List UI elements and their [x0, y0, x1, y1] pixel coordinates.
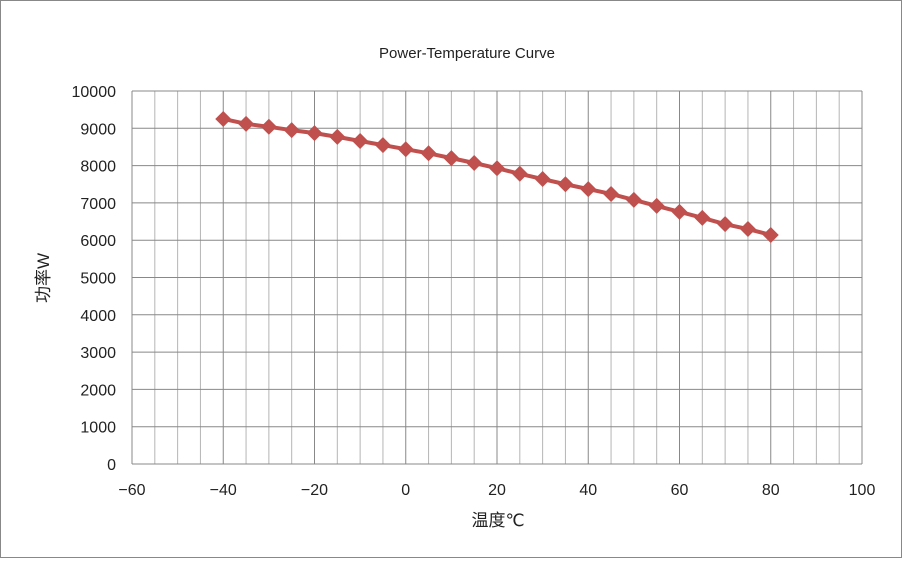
data-point-marker: [717, 216, 734, 233]
y-tick-labels: 0 1000 2000 3000 4000 5000 6000 7000 8000 9000 100…: [72, 84, 117, 474]
y-tick-label: 9000: [80, 121, 116, 138]
data-point-marker: [603, 185, 620, 202]
x-tick-label: 60: [671, 482, 689, 499]
data-point-marker: [694, 209, 711, 226]
data-point-marker: [420, 145, 437, 162]
x-tick-label: 80: [762, 482, 780, 499]
data-point-marker: [671, 203, 688, 220]
y-axis-label: 功率W: [34, 253, 53, 303]
data-point-marker: [739, 221, 756, 238]
x-axis-label: 温度℃: [471, 511, 524, 530]
data-point-marker: [648, 197, 665, 214]
y-tick-label: 5000: [80, 271, 116, 288]
data-point-marker: [397, 141, 414, 158]
data-point-marker: [215, 110, 232, 127]
data-point-marker: [443, 150, 460, 167]
data-point-marker: [534, 171, 551, 188]
x-tick-label: 0: [401, 482, 410, 499]
y-tick-label: 7000: [80, 196, 116, 213]
chart-title: Power-Temperature Curve: [379, 45, 555, 62]
x-tick-label: 100: [849, 482, 876, 499]
data-point-marker: [557, 176, 574, 193]
grid: [131, 90, 863, 465]
x-tick-label: 20: [488, 482, 506, 499]
y-tick-label: 1000: [80, 420, 116, 437]
y-tick-label: 6000: [80, 233, 116, 250]
data-point-marker: [238, 115, 255, 132]
x-tick-label: 40: [579, 482, 597, 499]
x-tick-label: −40: [210, 482, 237, 499]
x-tick-label: −20: [301, 482, 328, 499]
data-point-marker: [466, 154, 483, 171]
y-tick-label: 4000: [80, 308, 116, 325]
data-point-marker: [625, 191, 642, 208]
data-point-marker: [511, 165, 528, 182]
data-point-marker: [374, 137, 391, 154]
x-tick-label: −60: [118, 482, 145, 499]
data-point-marker: [283, 122, 300, 139]
data-point-marker: [352, 132, 369, 149]
y-tick-label: 2000: [80, 382, 116, 399]
data-point-marker: [762, 226, 779, 243]
y-tick-label: 3000: [80, 345, 116, 362]
y-tick-label: 0: [107, 457, 116, 474]
y-tick-label: 10000: [72, 84, 117, 101]
data-point-marker: [306, 125, 323, 142]
series-line: [215, 110, 779, 243]
data-point-marker: [329, 128, 346, 145]
data-point-marker: [260, 118, 277, 135]
data-point-marker: [580, 181, 597, 198]
data-point-marker: [489, 160, 505, 177]
y-tick-label: 8000: [80, 159, 116, 176]
x-tick-labels: −60 −40 −20 0 20 40 60 80 100: [118, 482, 875, 499]
